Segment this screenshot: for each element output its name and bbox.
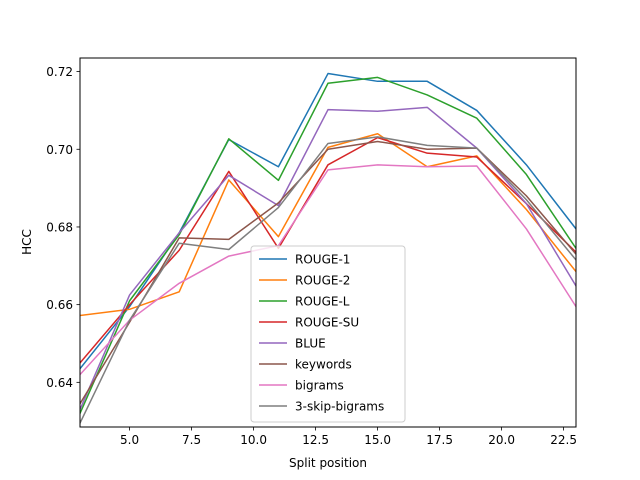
y-tick-label: 0.72 <box>46 65 73 79</box>
x-tick-label: 17.5 <box>426 433 453 447</box>
x-tick-label: 10.0 <box>240 433 267 447</box>
legend-box <box>250 245 406 423</box>
legend-label: 3-skip-bigrams <box>295 400 384 414</box>
series-line-bigrams <box>80 164 576 376</box>
legend-label: BLUE <box>295 337 326 351</box>
series-line-3-skip-bigrams <box>80 136 576 425</box>
y-tick-label: 0.64 <box>46 376 73 390</box>
x-tick-label: 7.5 <box>182 433 201 447</box>
legend-label: ROUGE-2 <box>295 274 350 288</box>
x-tick-label: 12.5 <box>302 433 329 447</box>
legend: ROUGE-1 ROUGE-2 ROUGE-L ROUGE-SU BLUE keyword… <box>250 245 406 423</box>
series-layer <box>80 72 576 425</box>
series-line-rouge-l <box>80 76 576 415</box>
x-axis-ticks: 5.0 7.5 10.0 12.5 15.0 17.5 20.0 22.5 <box>120 427 577 447</box>
x-axis-label: Split position <box>289 456 367 470</box>
x-tick-label: 5.0 <box>120 433 139 447</box>
y-tick-label: 0.66 <box>46 298 73 312</box>
legend-label: bigrams <box>295 379 344 393</box>
series-line-keywords <box>80 140 576 405</box>
legend-label: ROUGE-SU <box>295 316 359 330</box>
series-line-blue <box>80 106 576 411</box>
y-tick-label: 0.68 <box>46 220 73 234</box>
legend-label: ROUGE-L <box>295 295 350 309</box>
y-axis-ticks: 0.64 0.66 0.68 0.70 0.72 <box>46 65 80 390</box>
y-axis-label: HCC <box>20 229 34 255</box>
series-line-rouge-2 <box>80 132 576 317</box>
y-tick-label: 0.70 <box>46 143 73 157</box>
legend-label: ROUGE-1 <box>295 253 350 267</box>
x-tick-label: 15.0 <box>364 433 391 447</box>
legend-label: keywords <box>295 358 352 372</box>
plot-frame <box>79 57 577 428</box>
x-tick-label: 20.0 <box>488 433 515 447</box>
x-tick-label: 22.5 <box>550 433 577 447</box>
